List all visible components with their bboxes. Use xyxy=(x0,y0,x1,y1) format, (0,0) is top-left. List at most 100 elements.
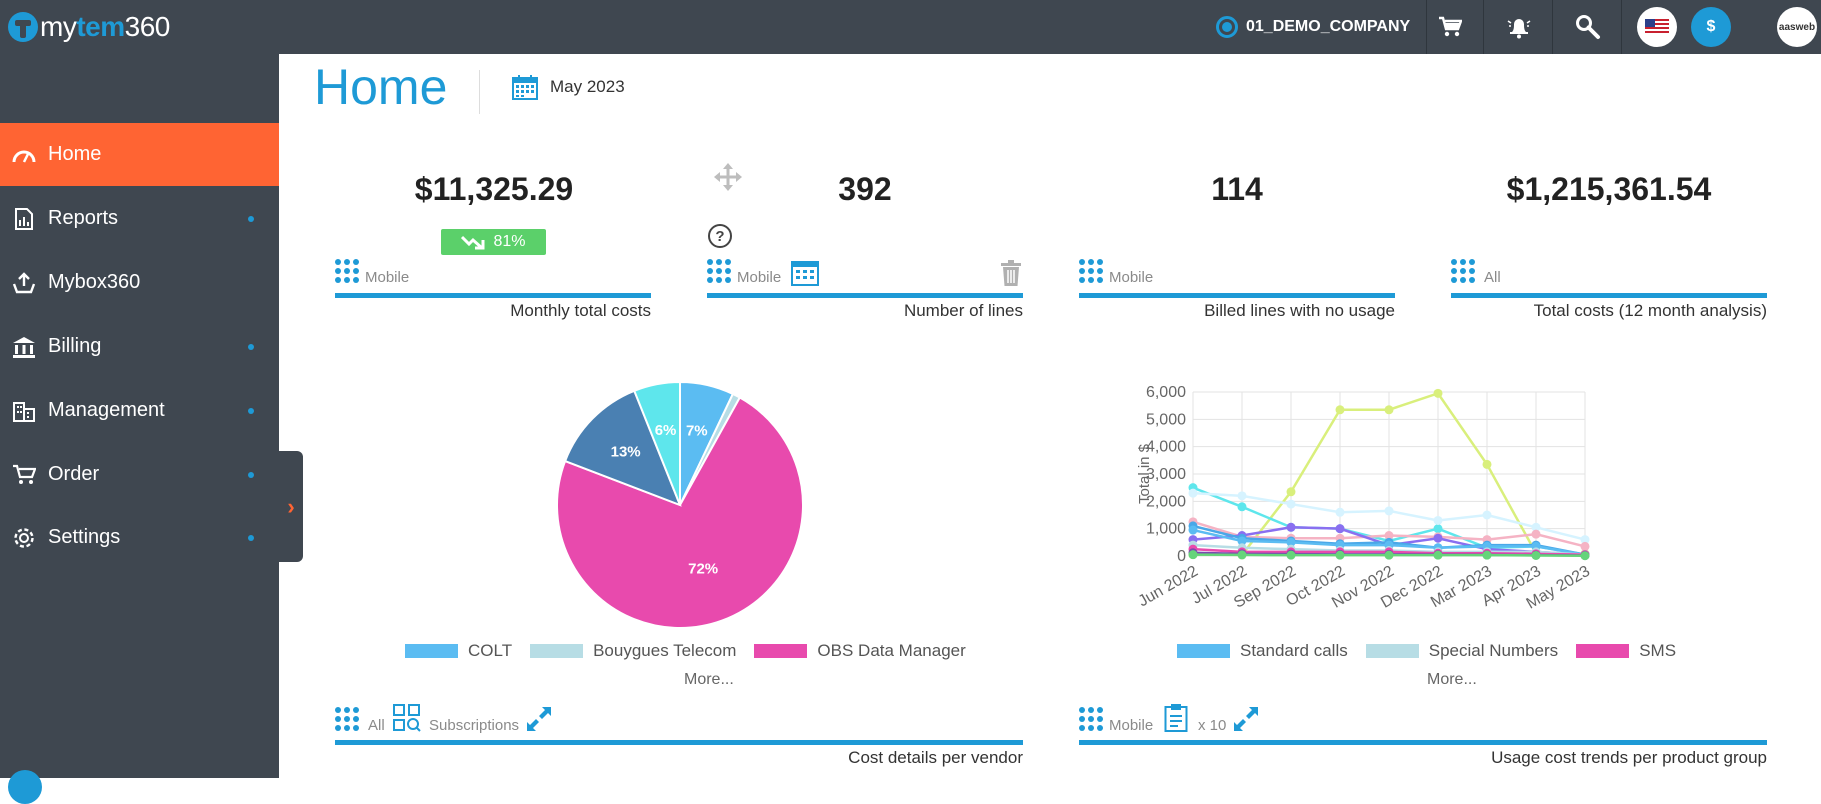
data-point[interactable] xyxy=(1580,551,1590,561)
data-point[interactable] xyxy=(1433,533,1443,543)
data-point[interactable] xyxy=(1335,405,1345,415)
data-point[interactable] xyxy=(1433,515,1443,525)
data-point[interactable] xyxy=(1433,524,1443,534)
page-title: Home xyxy=(314,59,448,115)
data-point[interactable] xyxy=(1482,510,1492,520)
kpi-monthly-total-costs-value: $11,325.29 xyxy=(414,171,574,207)
legend-item-colt[interactable]: COLT xyxy=(405,641,512,661)
cart-button[interactable] xyxy=(1416,0,1484,54)
notifications-button[interactable] xyxy=(1485,0,1553,54)
data-point[interactable] xyxy=(1580,541,1590,551)
drag-grid-icon[interactable] xyxy=(335,707,359,731)
data-point[interactable] xyxy=(1531,550,1541,560)
pie-slice-obs-data-manager[interactable] xyxy=(556,396,804,629)
legend-item-special-numbers[interactable]: Special Numbers xyxy=(1365,641,1559,661)
sidebar-item-billing[interactable]: Billing xyxy=(0,315,279,378)
data-point[interactable] xyxy=(1384,405,1394,415)
period-label: May 2023 xyxy=(550,77,625,96)
y-tick-label: 2,000 xyxy=(1146,493,1186,510)
sidebar-item-mybox360[interactable]: Mybox360 xyxy=(0,251,279,314)
legend-item-standard-calls[interactable]: Standard calls xyxy=(1177,641,1348,661)
data-point[interactable] xyxy=(1286,550,1296,560)
pie-slice-item-3[interactable] xyxy=(563,389,682,507)
sidebar-item-label: Settings xyxy=(48,526,121,548)
submenu-indicator xyxy=(248,407,254,414)
vendor-more-link[interactable]: More... xyxy=(684,671,734,688)
usage-more-link[interactable]: More... xyxy=(1427,671,1477,688)
data-point[interactable] xyxy=(1531,522,1541,532)
sidebar-item-order[interactable]: Order xyxy=(0,443,279,506)
data-point[interactable] xyxy=(1384,506,1394,516)
kpi-title: Number of lines xyxy=(903,301,1023,320)
period-selector[interactable]: May 2023 xyxy=(512,74,625,100)
data-point[interactable] xyxy=(1188,550,1198,560)
app-logo[interactable]: mytem360 xyxy=(8,10,170,44)
y-tick-label: 0 xyxy=(1177,548,1186,565)
legend-label: Special Numbers xyxy=(1428,641,1559,660)
y-tick-label: 1,000 xyxy=(1146,521,1186,538)
drag-grid-icon[interactable] xyxy=(335,259,359,283)
vendor-pie-chart[interactable]: 7% 72% 13% 6% xyxy=(540,365,820,645)
data-point[interactable] xyxy=(1237,502,1247,512)
drag-grid-icon[interactable] xyxy=(1451,259,1475,283)
expand-icon[interactable] xyxy=(1233,706,1259,732)
sidebar-item-settings[interactable]: Settings xyxy=(0,506,279,569)
data-point[interactable] xyxy=(1482,550,1492,560)
data-point[interactable] xyxy=(1433,550,1443,560)
trash-icon[interactable] xyxy=(1000,260,1022,286)
logo-mark-icon xyxy=(8,12,38,42)
sidebar-item-reports[interactable]: Reports xyxy=(0,187,279,250)
data-point[interactable] xyxy=(1580,535,1590,545)
usage-widget-title: Usage cost trends per product group xyxy=(1491,748,1767,767)
data-point[interactable] xyxy=(1188,488,1198,498)
data-point[interactable] xyxy=(1531,529,1541,539)
data-point[interactable] xyxy=(1237,536,1247,546)
company-selector[interactable]: 01_DEMO_COMPANY xyxy=(1216,0,1428,54)
calendar-icon[interactable] xyxy=(791,258,819,286)
data-point[interactable] xyxy=(1482,459,1492,469)
sidebar-toggle-button[interactable]: › xyxy=(279,451,303,562)
help-icon[interactable]: ? xyxy=(708,224,732,248)
avatar-text: aasweb xyxy=(1778,21,1816,33)
data-point[interactable] xyxy=(1286,487,1296,497)
drag-grid-icon[interactable] xyxy=(1079,707,1103,731)
expand-icon[interactable] xyxy=(526,706,552,732)
data-point[interactable] xyxy=(1433,388,1443,398)
data-point[interactable] xyxy=(1384,531,1394,540)
data-point[interactable] xyxy=(1237,491,1247,501)
data-point[interactable] xyxy=(1286,499,1296,509)
data-point[interactable] xyxy=(1286,522,1296,532)
title-divider xyxy=(479,70,480,114)
data-point[interactable] xyxy=(1335,507,1345,517)
help-chat-button[interactable] xyxy=(8,770,42,804)
widget-scope-label: All xyxy=(368,717,385,734)
drag-grid-icon[interactable] xyxy=(1079,259,1103,283)
data-point[interactable] xyxy=(1384,550,1394,560)
legend-item-sms[interactable]: SMS xyxy=(1576,641,1676,661)
logo-bold: tem xyxy=(76,11,125,42)
move-icon[interactable] xyxy=(714,163,742,191)
data-point[interactable] xyxy=(1335,524,1345,534)
language-button[interactable] xyxy=(1637,7,1677,47)
cart-icon xyxy=(1438,16,1462,37)
data-point[interactable] xyxy=(1335,550,1345,560)
data-point[interactable] xyxy=(1286,537,1296,547)
data-point[interactable] xyxy=(1188,525,1198,535)
pie-slice-item-4[interactable] xyxy=(632,380,681,506)
y-axis-label: Total in $ xyxy=(1136,443,1153,504)
currency-button[interactable]: $ xyxy=(1691,7,1731,47)
vendor-widget-title: Cost details per vendor xyxy=(848,748,1023,767)
search-button[interactable] xyxy=(1554,0,1622,54)
sidebar-item-home[interactable]: Home xyxy=(0,123,279,186)
sidebar-item-management[interactable]: Management xyxy=(0,379,279,442)
drag-grid-icon[interactable] xyxy=(707,259,731,283)
trend-down-icon xyxy=(461,235,485,250)
data-point[interactable] xyxy=(1237,550,1247,560)
legend-swatch xyxy=(754,644,808,658)
legend-item-obs[interactable]: OBS Data Manager xyxy=(754,641,966,661)
trend-badge: 81% xyxy=(441,229,546,255)
submenu-indicator xyxy=(248,534,254,541)
user-avatar[interactable]: aasweb xyxy=(1777,7,1817,47)
legend-item-bouygues[interactable]: Bouygues Telecom xyxy=(530,641,736,661)
